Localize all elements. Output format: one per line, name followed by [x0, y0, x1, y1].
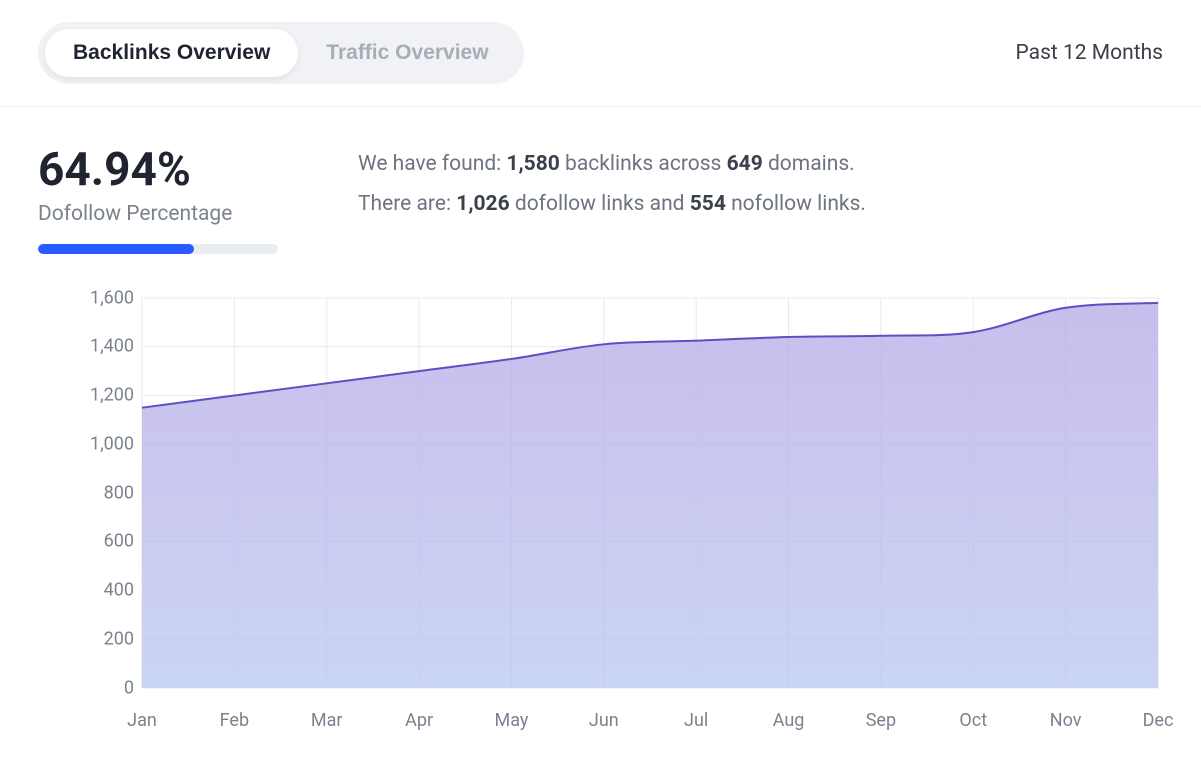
y-axis-tick-label: 800 — [104, 482, 134, 503]
y-axis-tick-label: 200 — [104, 628, 134, 649]
backlinks-area-chart-svg — [38, 288, 1162, 748]
dofollow-progress-track — [38, 244, 278, 254]
text-fragment: There are: — [358, 192, 456, 216]
summary-line-1: We have found: 1,580 backlinks across 64… — [358, 145, 1163, 185]
timeframe-label[interactable]: Past 12 Months — [1016, 41, 1163, 65]
y-axis-tick-label: 0 — [124, 677, 134, 698]
text-fragment: nofollow links. — [726, 192, 866, 216]
y-axis-tick-label: 1,200 — [90, 385, 134, 406]
nofollow-count: 554 — [690, 192, 726, 216]
backlinks-count: 1,580 — [506, 152, 559, 176]
backlinks-area-chart: 0 200 400 600 800 1,000 1,200 1,400 1,600 Jan Feb M… — [38, 288, 1162, 748]
y-axis-tick-label: 1,000 — [90, 433, 134, 454]
domains-count: 649 — [727, 152, 763, 176]
backlinks-summary-text: We have found: 1,580 backlinks across 64… — [358, 145, 1163, 225]
dofollow-progress-fill — [38, 244, 194, 254]
summary-line-2: There are: 1,026 dofollow links and 554 … — [358, 185, 1163, 225]
text-fragment: domains. — [763, 152, 855, 176]
dofollow-percent-label: Dofollow Percentage — [38, 202, 318, 226]
y-axis-tick-label: 1,600 — [90, 287, 134, 308]
y-axis-tick-label: 1,400 — [90, 336, 134, 357]
tab-backlinks-overview[interactable]: Backlinks Overview — [45, 29, 298, 77]
x-axis-tick-label: Oct — [959, 710, 987, 731]
dofollow-count: 1,026 — [456, 192, 509, 216]
x-axis-tick-label: Nov — [1050, 710, 1082, 731]
x-axis-tick-label: Apr — [405, 710, 433, 731]
tab-traffic-overview[interactable]: Traffic Overview — [298, 29, 516, 77]
x-axis-tick-label: Jan — [127, 710, 157, 731]
y-axis-tick-label: 600 — [104, 531, 134, 552]
tab-pill: Backlinks Overview Traffic Overview — [38, 22, 524, 84]
text-fragment: dofollow links and — [510, 192, 690, 216]
y-axis-tick-label: 400 — [104, 580, 134, 601]
x-axis-tick-label: Aug — [773, 710, 805, 731]
text-fragment: We have found: — [358, 152, 506, 176]
x-axis-tick-label: Sep — [866, 710, 896, 731]
x-axis-tick-label: Jul — [684, 710, 708, 731]
x-axis-tick-label: Dec — [1143, 710, 1174, 731]
x-axis-tick-label: May — [495, 710, 529, 731]
dofollow-summary: 64.94% Dofollow Percentage — [38, 145, 318, 254]
text-fragment: backlinks across — [560, 152, 727, 176]
x-axis-tick-label: Feb — [220, 710, 249, 731]
x-axis-tick-label: Jun — [589, 710, 619, 731]
x-axis-tick-label: Mar — [311, 710, 343, 731]
dofollow-percent-value: 64.94% — [38, 145, 318, 196]
